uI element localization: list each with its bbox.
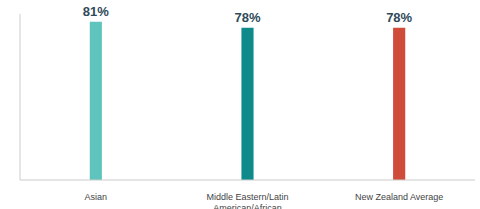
svg-text:81%: 81%: [83, 4, 109, 19]
svg-text:Asian: Asian: [85, 192, 108, 202]
svg-text:American/African: American/African: [213, 203, 282, 209]
svg-text:78%: 78%: [386, 10, 412, 25]
svg-text:78%: 78%: [234, 10, 260, 25]
svg-text:Middle Eastern/Latin: Middle Eastern/Latin: [206, 192, 288, 202]
svg-text:New Zealand Average: New Zealand Average: [355, 192, 443, 202]
